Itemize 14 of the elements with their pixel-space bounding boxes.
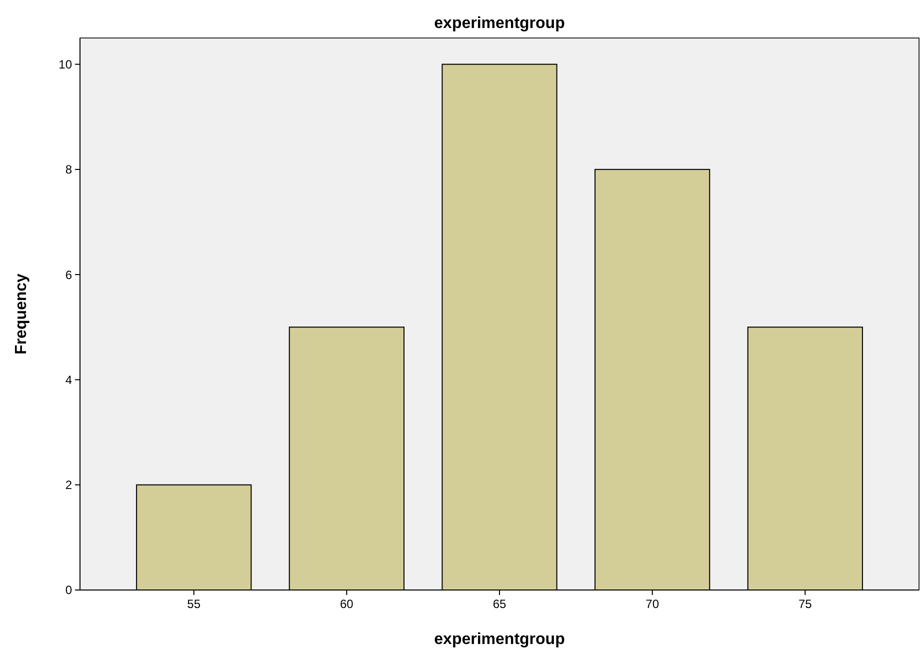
x-tick-label: 70 [646, 597, 660, 611]
x-tick-label: 60 [340, 597, 354, 611]
y-tick-label: 4 [65, 372, 72, 387]
y-axis-title: Frequency [13, 273, 30, 354]
chart-title: experimentgroup [434, 15, 566, 32]
x-axis-title: experimentgroup [434, 631, 566, 648]
y-tick-label: 2 [65, 478, 72, 492]
y-tick-label: 0 [65, 583, 72, 598]
y-tick-label: 10 [58, 57, 72, 72]
y-tick-label: 6 [65, 268, 72, 282]
y-tick-label: 8 [65, 162, 72, 177]
x-tick-label: 75 [798, 597, 812, 611]
x-tick-label: 65 [492, 597, 506, 611]
x-tick-label: 55 [187, 597, 201, 611]
